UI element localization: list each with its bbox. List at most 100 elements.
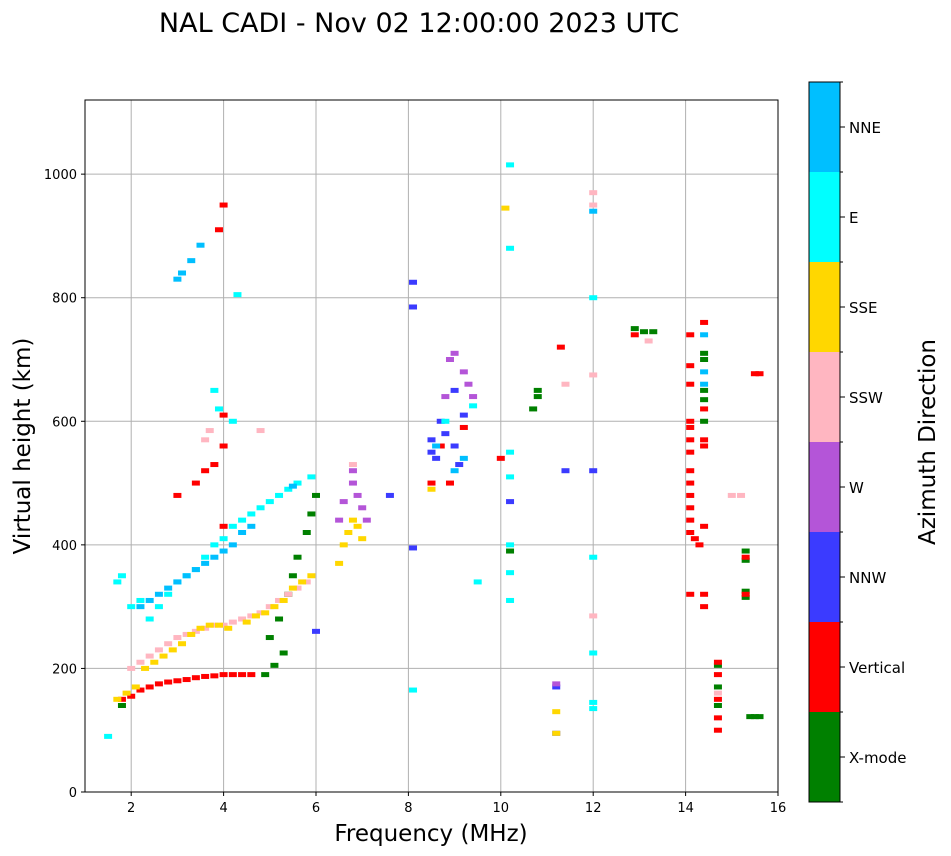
data-point — [741, 591, 750, 597]
colorbar-tick-label: Vertical — [849, 659, 905, 677]
data-point — [741, 548, 750, 554]
x-tick-label: 8 — [404, 801, 412, 816]
data-point — [265, 499, 274, 505]
data-point — [279, 650, 288, 656]
data-point — [700, 418, 709, 424]
data-point — [214, 622, 223, 628]
data-point — [270, 662, 279, 668]
y-tick-label: 1000 — [44, 168, 77, 183]
data-point — [127, 665, 136, 671]
data-point — [214, 406, 223, 412]
data-point — [154, 647, 163, 653]
data-point — [700, 357, 709, 362]
data-point — [178, 270, 187, 276]
data-point — [358, 536, 367, 542]
data-point — [713, 684, 722, 690]
colorbar-swatch — [809, 532, 840, 622]
y-tick-label: 800 — [52, 292, 77, 307]
data-point — [686, 418, 695, 424]
data-point — [275, 492, 284, 498]
data-point — [464, 381, 473, 387]
data-point — [154, 681, 163, 687]
data-point — [700, 387, 709, 393]
colorbar-label: Azimuth Direction — [915, 339, 941, 545]
data-point — [427, 480, 436, 486]
data-point — [201, 437, 210, 443]
plot-frame — [84, 99, 779, 793]
data-point — [713, 662, 722, 668]
data-point — [589, 554, 598, 560]
data-point — [589, 468, 598, 474]
data-point — [191, 480, 200, 486]
data-point — [210, 387, 219, 393]
data-point — [436, 418, 445, 424]
data-point — [358, 505, 367, 511]
data-point — [561, 468, 570, 474]
data-point — [741, 588, 750, 594]
chart-title: NAL CADI - Nov 02 12:00:00 2023 UTC — [159, 8, 679, 39]
data-point — [339, 542, 348, 548]
data-point — [686, 468, 695, 474]
data-point — [228, 619, 237, 625]
data-point — [700, 437, 709, 443]
data-point — [700, 369, 709, 375]
data-point — [589, 208, 598, 214]
data-point — [427, 486, 436, 492]
data-point — [302, 530, 311, 535]
series-ssw — [127, 190, 746, 696]
data-point — [159, 653, 168, 659]
data-point — [686, 424, 695, 430]
data-point — [506, 245, 515, 251]
data-point — [727, 492, 736, 498]
data-point — [298, 579, 307, 585]
colorbar-tick-label: E — [849, 209, 858, 227]
data-point — [312, 492, 320, 498]
data-point — [261, 610, 270, 616]
data-point — [339, 499, 348, 505]
data-point — [187, 258, 196, 264]
data-point — [261, 672, 270, 678]
data-point — [173, 678, 182, 684]
data-point — [713, 703, 722, 708]
data-point — [284, 486, 293, 492]
data-point — [247, 672, 256, 678]
data-point — [737, 492, 746, 498]
data-point — [589, 295, 598, 301]
data-point — [191, 567, 200, 573]
data-point — [344, 530, 353, 535]
data-point — [275, 597, 284, 603]
series-vertical — [117, 202, 764, 733]
colorbar-swatch — [809, 352, 840, 442]
data-point — [154, 591, 163, 597]
data-point — [686, 363, 695, 369]
data-point — [450, 443, 459, 449]
data-point — [219, 536, 228, 542]
x-axis-label: Frequency (MHz) — [334, 821, 527, 847]
x-tick-label: 16 — [770, 801, 787, 816]
data-point — [506, 597, 515, 603]
data-point — [561, 381, 570, 387]
data-point — [131, 684, 140, 690]
data-point — [122, 690, 131, 696]
data-point — [196, 242, 205, 248]
data-point — [450, 468, 459, 474]
data-point — [117, 703, 126, 708]
data-point — [233, 292, 242, 298]
data-point — [117, 573, 126, 579]
data-point — [427, 437, 436, 443]
data-point — [228, 672, 237, 678]
data-point — [228, 542, 237, 548]
data-point — [173, 635, 182, 641]
data-point — [700, 350, 709, 356]
data-point — [713, 690, 722, 696]
data-point — [145, 653, 154, 659]
data-point — [409, 279, 418, 285]
data-point — [164, 591, 173, 597]
data-point — [210, 673, 219, 679]
plot-area — [85, 100, 778, 792]
x-tick-label: 10 — [493, 801, 510, 816]
colorbar-swatch — [809, 172, 840, 262]
data-point — [136, 687, 145, 693]
x-tick-label: 2 — [127, 801, 135, 816]
